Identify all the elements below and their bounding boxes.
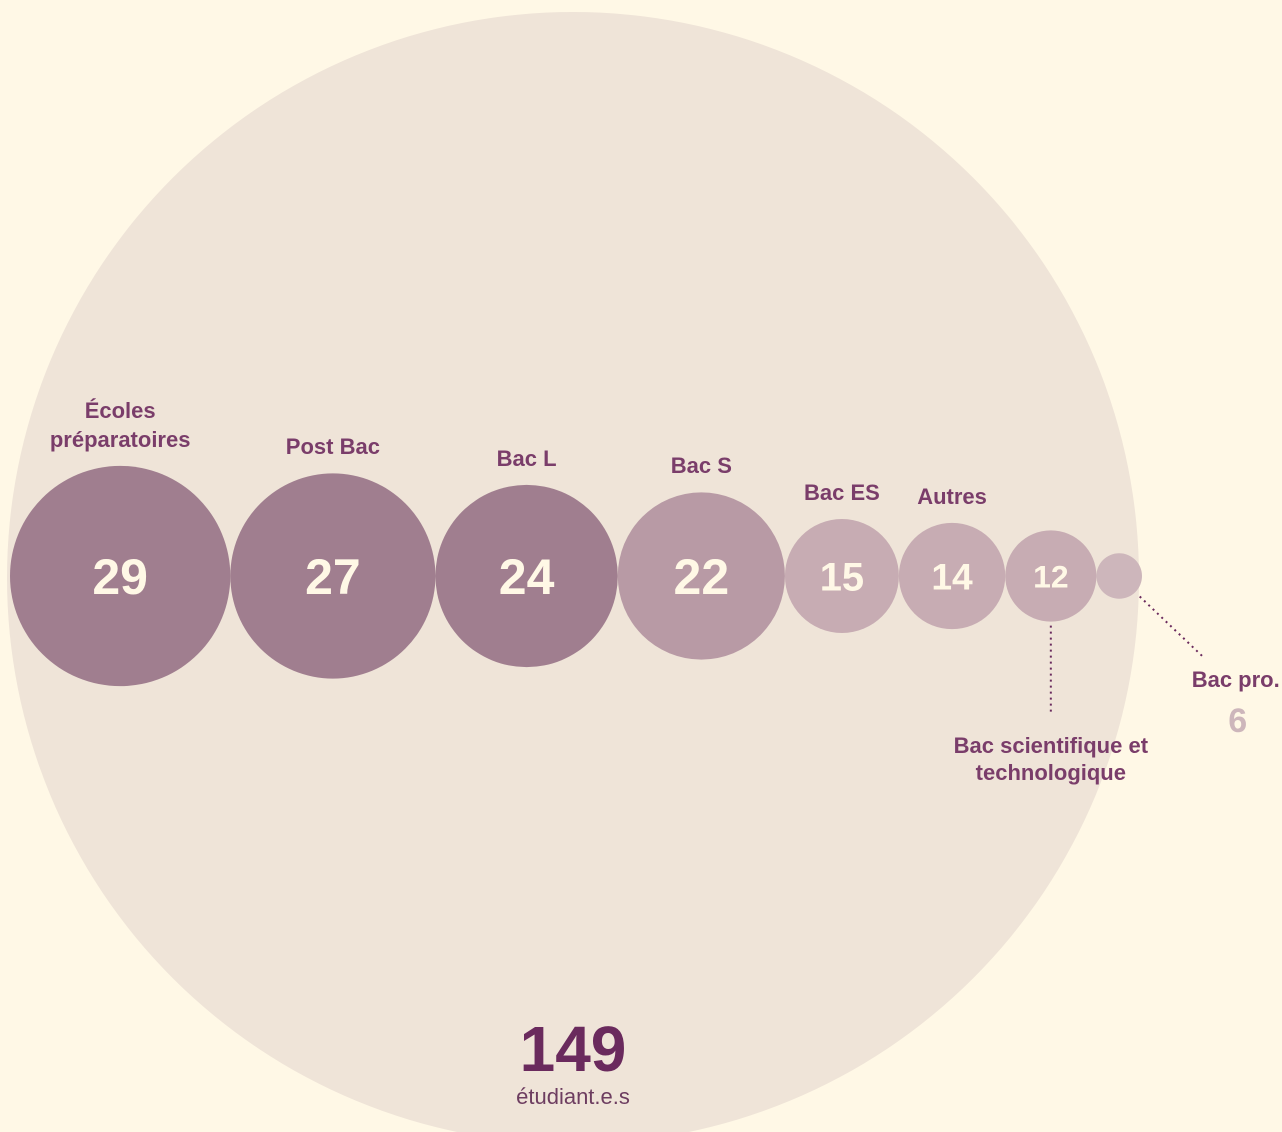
bubble: [898, 522, 1006, 630]
total-value: 149: [519, 1013, 627, 1085]
bubble: [617, 492, 785, 660]
bubble-label: Bac ES: [803, 480, 880, 506]
bubble-label: Bac L: [496, 445, 557, 471]
bubble: [784, 519, 899, 633]
bubble-value: 24: [499, 549, 555, 605]
callout-line: [1139, 595, 1204, 658]
total-label: étudiant.e.s: [516, 1084, 630, 1109]
bubble-label: Post Bac: [285, 434, 380, 460]
bubble-value: 15: [820, 555, 864, 599]
bubble-label: Bac S: [670, 453, 732, 479]
bubble-value: 12: [1033, 558, 1068, 594]
bubble-label: Autres: [917, 483, 987, 509]
bubble: [230, 473, 436, 679]
bubble-label: Bac scientifique et technologique: [953, 732, 1149, 785]
bubble-value: 6: [1228, 701, 1248, 740]
bubble: [1005, 530, 1097, 622]
bubble: [1096, 553, 1142, 599]
bubble: [10, 465, 231, 687]
total-block: 149 étudiant.e.s: [423, 1014, 723, 1110]
bubble-value: 14: [931, 555, 973, 597]
bubble-value: 27: [305, 549, 361, 605]
bubble: [435, 484, 618, 668]
bubble-label: Bac pro.: [1191, 666, 1280, 692]
bubble-value: 22: [674, 549, 730, 605]
bubble-value: 29: [92, 549, 148, 605]
bubble-label: Écoles préparatoires: [49, 397, 191, 452]
